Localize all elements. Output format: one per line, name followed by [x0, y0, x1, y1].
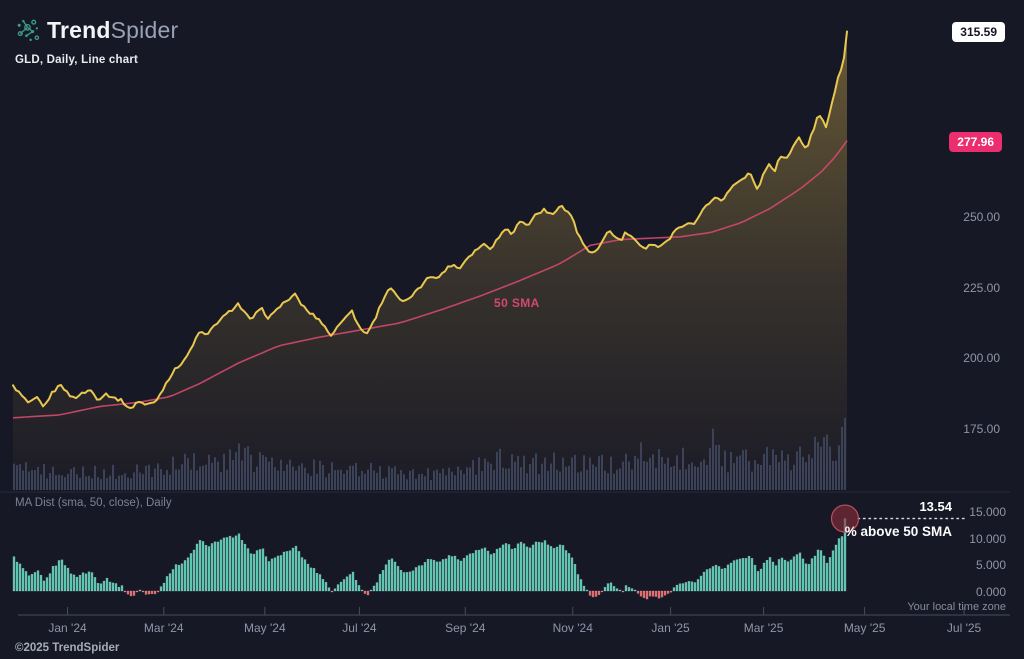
time-tick-label: May '24: [243, 621, 286, 635]
sma-price-badge: 277.96: [949, 132, 1002, 152]
time-tick-label: Jul '25: [946, 621, 982, 635]
ma-dist-current-value: 13.54: [919, 499, 952, 514]
volume-bars: [13, 418, 846, 490]
time-axis: [18, 607, 1010, 616]
time-tick-label: Sep '24: [445, 621, 486, 635]
brand-name-bold: Trend: [47, 17, 111, 43]
ma-dist-annotation: % above 50 SMA: [844, 524, 952, 539]
ma-dist-marker: [830, 504, 965, 533]
price-tick-label: 225.00: [963, 280, 1000, 295]
brand-name: TrendSpider: [47, 17, 178, 44]
price-line: [12, 30, 848, 409]
time-tick-label: Jan '24: [48, 621, 87, 635]
trendspider-molecule-icon: [17, 19, 40, 42]
timezone-note: Your local time zone: [907, 601, 1006, 613]
last-price-badge: 315.59: [952, 22, 1005, 42]
brand-name-light: Spider: [110, 17, 179, 43]
symbol-title: GLD, Daily, Line chart: [15, 54, 139, 66]
time-tick-label: Jan '25: [651, 621, 690, 635]
time-tick-label: Mar '24: [143, 621, 184, 635]
app-logo: TrendSpider: [14, 17, 178, 44]
sma-line: [12, 140, 848, 419]
sma-on-chart-label: 50 SMA: [494, 296, 540, 310]
ma-dist-tick-label: 10.000: [969, 531, 1006, 546]
time-tick-label: Nov '24: [552, 621, 593, 635]
ma-dist-pane-title: MA Dist (sma, 50, close), Daily: [15, 497, 172, 509]
copyright-note: ©2025 TrendSpider: [15, 642, 120, 654]
ma-dist-bars: [12, 518, 847, 600]
time-tick-label: May '25: [843, 621, 886, 635]
time-tick-label: Mar '25: [743, 621, 784, 635]
price-tick-label: 200.00: [963, 351, 1000, 366]
ma-dist-tick-label: 15.000: [969, 504, 1006, 519]
time-tick-label: Jul '24: [342, 621, 377, 635]
price-tick-label: 250.00: [963, 210, 1000, 224]
price-area-fill: [13, 31, 847, 490]
ma-dist-tick-label: 0.000: [975, 585, 1006, 599]
ma-dist-tick-label: 5.000: [975, 558, 1006, 573]
price-tick-label: 175.00: [963, 422, 1000, 437]
